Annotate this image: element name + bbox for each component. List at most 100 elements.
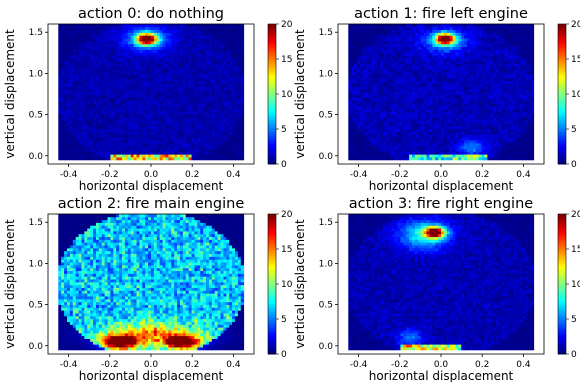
heat-cell: [455, 120, 459, 124]
y-tick-label: 1.0: [29, 69, 44, 79]
heat-cell: [95, 24, 100, 28]
heat-cell: [81, 117, 85, 121]
heat-cell: [171, 77, 175, 82]
heat-cell: [426, 137, 430, 141]
heat-cell: [403, 94, 407, 98]
heat-cell: [348, 72, 352, 76]
heat-cell: [174, 117, 178, 121]
heat-cell: [84, 24, 88, 28]
heat-cell: [435, 74, 439, 79]
heat-cell: [414, 66, 419, 70]
heat-cell: [423, 117, 427, 121]
heat-cell: [197, 140, 201, 144]
heat-cell: [359, 46, 364, 50]
heat-cell: [185, 24, 190, 28]
heat-cell: [446, 157, 451, 161]
heat-cell: [165, 40, 169, 45]
heat-cell: [383, 94, 387, 98]
heat-cell: [116, 91, 120, 96]
heat-cell: [75, 134, 79, 138]
heat-cell: [446, 145, 451, 149]
heat-cell: [394, 114, 398, 118]
heat-cell: [168, 49, 172, 53]
heat-cell: [90, 38, 94, 42]
heat-cell: [226, 117, 230, 121]
heat-cell: [359, 38, 364, 42]
heat-cell: [220, 80, 224, 84]
heat-cell: [197, 142, 201, 147]
heat-cell: [220, 43, 224, 48]
heat-cell: [98, 57, 103, 62]
heat-cell: [95, 128, 100, 132]
heat-cell: [177, 145, 181, 149]
heat-cell: [148, 157, 152, 161]
heat-cell: [371, 106, 375, 110]
heat-cell: [235, 55, 239, 59]
heat-cell: [237, 63, 242, 67]
heat-cell: [368, 80, 372, 84]
heat-cell: [217, 123, 221, 127]
heat-cell: [383, 157, 387, 161]
heat-cell: [200, 100, 204, 104]
heat-cell: [75, 131, 79, 135]
heat-cell: [159, 86, 163, 90]
heat-cell: [78, 123, 82, 127]
heat-cell: [101, 77, 106, 82]
heat-cell: [377, 125, 381, 130]
heat-cell: [426, 40, 430, 45]
heat-cell: [394, 26, 398, 31]
heat-cell: [177, 114, 181, 118]
colorbar-segment: [268, 31, 276, 34]
heat-cell: [130, 123, 135, 127]
heat-cell: [84, 52, 88, 56]
heat-cell: [232, 83, 236, 87]
heat-cell: [391, 24, 396, 28]
heat-cell: [133, 154, 137, 158]
heat-cell: [119, 114, 123, 118]
heat-cell: [119, 137, 123, 141]
heat-cell: [191, 114, 195, 118]
heat-cell: [93, 69, 97, 73]
heat-cell: [412, 74, 416, 79]
heat-cell: [136, 131, 140, 135]
heat-cell: [200, 103, 204, 107]
heat-cell: [171, 89, 175, 93]
heat-cell: [385, 145, 390, 149]
heat-cell: [98, 80, 103, 84]
heat-cell: [223, 108, 227, 113]
colorbar-segment: [268, 77, 276, 81]
heat-cell: [435, 137, 439, 141]
heat-cell: [223, 60, 227, 65]
heat-cell: [95, 52, 100, 56]
heat-cell: [351, 103, 355, 107]
heat-cell: [423, 49, 427, 53]
heat-cell: [354, 43, 358, 48]
heat-cell: [229, 43, 233, 48]
heat-cell: [110, 125, 114, 130]
heat-cell: [95, 26, 100, 31]
heat-cell: [69, 26, 74, 31]
heat-cell: [426, 63, 430, 67]
heat-cell: [359, 72, 364, 76]
heat-cell: [400, 57, 404, 62]
heat-cell: [81, 120, 85, 124]
heat-cell: [452, 151, 456, 155]
heat-cell: [159, 100, 163, 104]
heat-cell: [165, 125, 169, 130]
heat-cell: [359, 69, 364, 73]
heat-cell: [165, 63, 169, 67]
heat-cell: [69, 60, 74, 65]
heat-cell: [64, 24, 68, 28]
heat-cell: [153, 123, 158, 127]
heat-cell: [165, 106, 169, 110]
heat-cell: [197, 120, 201, 124]
colorbar-segment: [268, 117, 276, 121]
heat-cell: [359, 131, 364, 135]
heat-cell: [406, 94, 410, 98]
heat-cell: [351, 145, 355, 149]
heat-cell: [174, 72, 178, 76]
heat-cell: [95, 49, 100, 53]
heat-cell: [139, 100, 143, 104]
heat-cell: [377, 157, 381, 161]
heat-cell: [72, 125, 77, 130]
